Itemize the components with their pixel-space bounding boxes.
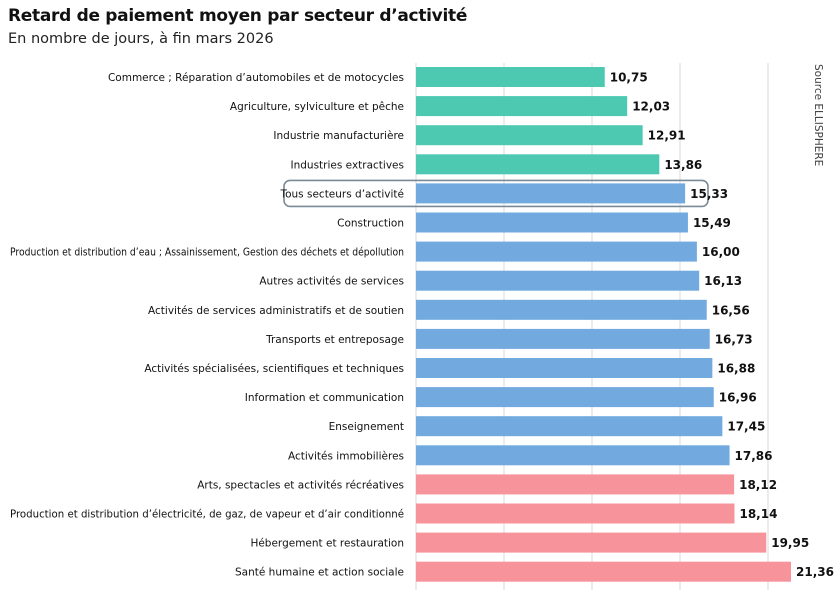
category-label: Industrie manufacturière	[273, 130, 404, 142]
data-label: 15,49	[693, 216, 731, 230]
bar	[416, 445, 730, 466]
category-label: Agriculture, sylviculture et pêche	[230, 101, 404, 113]
gridlines	[415, 63, 769, 590]
data-label: 15,33	[690, 187, 728, 201]
data-label: 16,13	[704, 274, 742, 288]
chart-subtitle: En nombre de jours, à fin mars 2026	[8, 31, 274, 47]
bar	[416, 503, 735, 524]
category-label: Enseignement	[329, 421, 404, 433]
bar	[416, 270, 700, 291]
data-label: 21,36	[796, 565, 834, 579]
bar	[416, 474, 735, 495]
bar	[416, 387, 714, 408]
bar	[416, 328, 710, 349]
data-label: 17,45	[727, 420, 765, 434]
data-label: 13,86	[664, 158, 702, 172]
chart-title: Retard de paiement moyen par secteur d’a…	[8, 6, 468, 26]
category-label: Industries extractives	[291, 159, 404, 171]
bar	[416, 212, 688, 233]
category-label: Hébergement et restauration	[250, 538, 404, 550]
category-label: Production et distribution d’eau ; Assai…	[10, 247, 404, 259]
bar	[416, 241, 697, 262]
bar	[416, 532, 767, 553]
category-label: Activités immobilières	[288, 450, 404, 462]
data-label: 16,73	[715, 332, 753, 346]
bar	[416, 561, 791, 582]
bar	[416, 96, 628, 117]
category-label: Transports et entreposage	[265, 334, 404, 346]
category-label: Santé humaine et action sociale	[235, 567, 404, 579]
bar	[416, 358, 713, 378]
bar	[416, 125, 643, 146]
data-label: 12,91	[648, 129, 686, 143]
category-label: Activités de services administratifs et …	[148, 305, 404, 317]
data-label: 16,56	[712, 303, 750, 317]
data-label: 18,12	[739, 478, 777, 492]
category-label: Tous secteurs d’activité	[279, 188, 404, 200]
data-label: 12,03	[632, 100, 670, 114]
bar	[416, 67, 605, 87]
data-label: 19,95	[771, 536, 809, 550]
category-label: Arts, spectacles et activités récréative…	[197, 479, 404, 491]
bar	[416, 154, 660, 175]
bar	[416, 299, 707, 320]
data-label: 18,14	[739, 507, 777, 521]
data-label: 16,00	[702, 245, 740, 259]
category-label: Information et communication	[245, 392, 404, 404]
category-label: Commerce ; Réparation d’automobiles et d…	[108, 72, 404, 84]
data-label: 16,88	[717, 362, 755, 376]
category-label: Activités spécialisées, scientifiques et…	[144, 363, 404, 375]
bar	[416, 416, 723, 437]
highlight-box	[283, 179, 709, 208]
source-credit: Source ELLISPHERE	[812, 64, 824, 167]
category-label: Autres activités de services	[259, 276, 404, 288]
category-label: Construction	[337, 218, 404, 230]
category-label: Production et distribution d’électricité…	[10, 509, 404, 521]
data-label: 16,96	[719, 391, 757, 405]
data-label: 10,75	[610, 71, 648, 85]
data-label: 17,86	[735, 449, 773, 463]
bar	[416, 183, 686, 204]
